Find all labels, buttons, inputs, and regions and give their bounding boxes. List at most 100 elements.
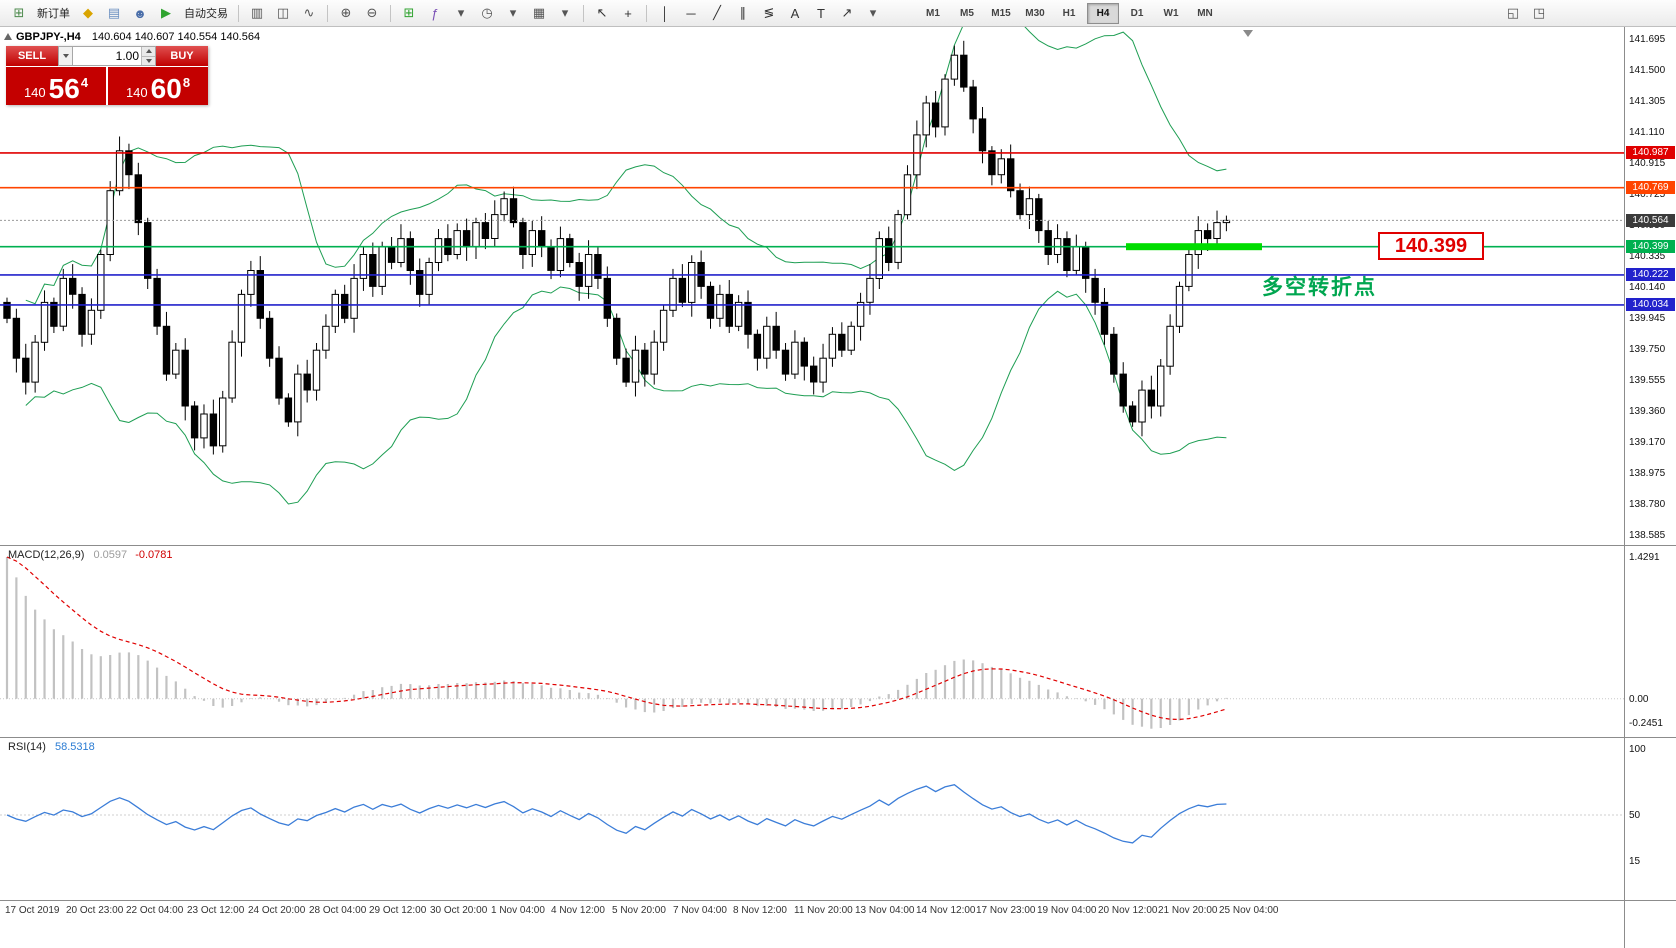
window-tile-icon[interactable]: ◱	[1506, 5, 1520, 20]
order-type-dropdown[interactable]	[58, 46, 73, 66]
candle-body	[22, 357, 30, 383]
window-cascade-icon[interactable]: ◳	[1532, 5, 1546, 20]
label-icon[interactable]: T	[817, 5, 825, 21]
candle-body	[922, 102, 930, 136]
candle-body	[622, 357, 630, 383]
y-axis-tick: 141.500	[1629, 65, 1666, 76]
candle-body	[378, 246, 386, 287]
data-window-icon[interactable]: ▤	[107, 5, 121, 20]
candle-body	[875, 238, 883, 280]
new-order-label[interactable]: 新订单	[37, 8, 70, 20]
candle-body	[265, 317, 274, 359]
timeframe-button-m15[interactable]: M15	[991, 7, 1011, 19]
price-level-callout[interactable]: 140.399	[1378, 232, 1484, 260]
timeframe-button-m1[interactable]: M1	[926, 7, 940, 19]
candle-body	[941, 78, 949, 128]
fibonacci-icon[interactable]: ≶	[763, 5, 775, 20]
candle-body	[425, 262, 433, 295]
support-highlight-segment[interactable]	[1126, 243, 1262, 251]
crosshair-icon[interactable]: +	[624, 5, 632, 21]
candle-body	[162, 325, 171, 375]
new-order-icon[interactable]: ⊞	[13, 5, 25, 20]
timeframe-button-m5[interactable]: M5	[960, 7, 974, 19]
navigator-icon[interactable]: ☻	[133, 5, 147, 21]
y-axis-tick: 140.335	[1629, 251, 1666, 262]
timeframe-button-h1[interactable]: H1	[1062, 7, 1076, 19]
panel-separator[interactable]	[0, 737, 1676, 738]
candle-body	[838, 333, 846, 351]
candle-body	[1016, 190, 1024, 216]
macd-panel[interactable]	[0, 545, 1624, 737]
time-axis-label: 23 Oct 12:00	[187, 905, 245, 916]
candle-body	[97, 254, 105, 311]
candle-body	[3, 301, 11, 319]
candle-body	[706, 285, 715, 319]
trendline-icon[interactable]: ╱	[713, 5, 721, 20]
volume-decrease-button[interactable]	[142, 56, 155, 65]
arrows-icon[interactable]: ↗	[841, 5, 853, 20]
sell-button[interactable]: SELL	[6, 46, 58, 66]
time-axis-label: 7 Nov 04:00	[673, 905, 727, 916]
timeframe-button-w1[interactable]: W1	[1163, 7, 1179, 19]
timeframe-button-d1[interactable]: D1	[1130, 7, 1144, 19]
symbol-period-label: GBPJPY-,H4	[16, 31, 81, 43]
channel-icon[interactable]: ∥	[739, 5, 747, 20]
rsi-panel[interactable]	[0, 737, 1624, 900]
panel-separator[interactable]	[0, 545, 1676, 546]
buy-button[interactable]: BUY	[156, 46, 208, 66]
templates-icon[interactable]: ▦	[532, 5, 546, 20]
price-chart[interactable]	[0, 27, 1624, 545]
time-axis-label: 28 Oct 04:00	[309, 905, 367, 916]
chart-shift-marker[interactable]	[1243, 30, 1253, 37]
candle-body	[828, 333, 837, 359]
line-chart-icon[interactable]: ∿	[303, 5, 315, 20]
one-click-trading-toggle-icon[interactable]	[4, 33, 12, 40]
tile-windows-icon[interactable]: ⊞	[403, 5, 415, 20]
candle-body	[885, 238, 893, 264]
candlestick-chart-icon[interactable]: ◫	[276, 5, 290, 20]
volume-increase-button[interactable]	[142, 47, 155, 57]
volume-input[interactable]	[73, 47, 155, 65]
zoom-in-icon[interactable]: ⊕	[340, 5, 352, 20]
cursor-icon[interactable]: ↖	[596, 5, 608, 20]
templates-caret-icon[interactable]: ▾	[561, 5, 569, 20]
time-axis-label: 11 Nov 20:00	[794, 905, 853, 916]
price-axis[interactable]: 141.695 141.500 141.305 141.110 140.915 140.7…	[1624, 27, 1676, 948]
timeframe-button-m30[interactable]: M30	[1025, 7, 1045, 19]
candle-body	[294, 373, 302, 423]
candle-body	[856, 301, 865, 327]
candle-body	[847, 325, 855, 351]
candle-body	[125, 150, 133, 176]
autotrading-label[interactable]: 自动交易	[184, 8, 228, 20]
buy-price-display[interactable]: 140 60 8	[108, 67, 208, 105]
zoom-out-icon[interactable]: ⊖	[366, 5, 378, 20]
periods-caret-icon[interactable]: ▾	[509, 5, 517, 20]
time-axis-label: 30 Oct 20:00	[430, 905, 488, 916]
text-icon[interactable]: A	[790, 5, 800, 21]
candle-body	[913, 134, 921, 176]
candle-body	[209, 413, 218, 447]
candle-body	[997, 158, 1005, 176]
sell-price-display[interactable]: 140 56 4	[6, 67, 106, 105]
bull-bear-turning-point-label[interactable]: 多空转折点	[1262, 276, 1377, 299]
timeframe-toolbar: M1 M5 M15 M30 H1 H4 D1 W1 MN	[916, 2, 1222, 24]
indicators-icon[interactable]: ƒ	[431, 5, 439, 21]
shapes-caret-icon[interactable]: ▾	[869, 5, 877, 20]
indicators-caret-icon[interactable]: ▾	[457, 5, 465, 20]
candle-body	[434, 238, 443, 264]
timeframe-button-h4[interactable]: H4	[1087, 2, 1119, 24]
candle-body	[322, 325, 330, 351]
market-watch-icon[interactable]: ◆	[83, 5, 93, 20]
y-axis-tick: 141.110	[1629, 127, 1665, 138]
candle-body	[631, 349, 640, 383]
candle-body	[791, 341, 799, 375]
vertical-line-icon[interactable]: │	[660, 5, 670, 21]
autotrading-play-icon[interactable]: ▶	[161, 5, 171, 20]
timeframe-button-mn[interactable]: MN	[1197, 7, 1213, 19]
horizontal-line-icon[interactable]: ─	[686, 5, 696, 21]
candle-body	[669, 277, 677, 311]
bar-chart-icon[interactable]: ▥	[250, 5, 264, 20]
periods-icon[interactable]: ◷	[481, 5, 493, 20]
time-axis[interactable]: 17 Oct 2019 20 Oct 23:00 22 Oct 04:00 23 Oc…	[0, 900, 1624, 948]
candle-body	[78, 293, 86, 335]
